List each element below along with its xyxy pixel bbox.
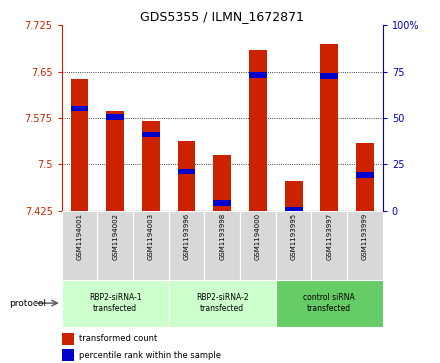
Text: GSM1194003: GSM1194003 — [148, 213, 154, 260]
Text: RBP2-siRNA-2
transfected: RBP2-siRNA-2 transfected — [196, 293, 249, 313]
Bar — [70, 79, 88, 211]
Bar — [276, 211, 312, 280]
Bar — [62, 280, 169, 327]
Text: GSM1194001: GSM1194001 — [77, 213, 82, 260]
Text: GSM1194000: GSM1194000 — [255, 213, 261, 260]
Bar — [347, 211, 383, 280]
Bar — [249, 72, 267, 78]
Title: GDS5355 / ILMN_1672871: GDS5355 / ILMN_1672871 — [140, 10, 304, 23]
Bar — [204, 211, 240, 280]
Bar — [178, 141, 195, 211]
Bar — [62, 349, 74, 362]
Text: GSM1193998: GSM1193998 — [219, 213, 225, 260]
Bar — [213, 200, 231, 206]
Bar — [133, 211, 169, 280]
Text: percentile rank within the sample: percentile rank within the sample — [79, 351, 221, 360]
Bar — [106, 111, 124, 211]
Bar — [169, 280, 276, 327]
Text: protocol: protocol — [9, 299, 46, 307]
Text: GSM1193996: GSM1193996 — [183, 213, 190, 260]
Text: control siRNA
transfected: control siRNA transfected — [304, 293, 355, 313]
Bar — [356, 172, 374, 178]
Text: transformed count: transformed count — [79, 334, 158, 343]
Bar — [106, 114, 124, 119]
Bar — [169, 211, 204, 280]
Text: GSM1193999: GSM1193999 — [362, 213, 368, 260]
Text: GSM1193995: GSM1193995 — [290, 213, 297, 260]
Bar — [320, 44, 338, 211]
Bar — [142, 132, 160, 138]
Text: RBP2-siRNA-1
transfected: RBP2-siRNA-1 transfected — [89, 293, 141, 313]
Bar — [249, 50, 267, 211]
Bar — [240, 211, 276, 280]
Text: GSM1193997: GSM1193997 — [326, 213, 332, 260]
Bar — [62, 333, 74, 345]
Bar — [70, 106, 88, 111]
Bar — [62, 211, 97, 280]
Bar — [142, 121, 160, 211]
Bar — [276, 280, 383, 327]
Bar — [285, 207, 303, 212]
Bar — [213, 155, 231, 211]
Bar — [320, 73, 338, 79]
Bar — [356, 143, 374, 211]
Text: GSM1194002: GSM1194002 — [112, 213, 118, 260]
Bar — [285, 181, 303, 211]
Bar — [178, 169, 195, 175]
Bar — [312, 211, 347, 280]
Bar — [97, 211, 133, 280]
